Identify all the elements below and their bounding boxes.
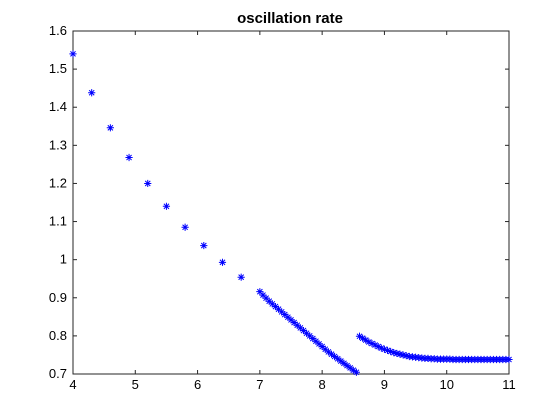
data-point — [374, 342, 382, 351]
data-point — [334, 355, 342, 363]
data-point — [306, 332, 314, 340]
y-tick-label: 0.9 — [49, 290, 67, 305]
axes — [72, 30, 510, 375]
y-tick-label: 1.3 — [49, 137, 67, 152]
data-point — [318, 342, 326, 351]
data-point — [359, 334, 367, 342]
data-point — [349, 366, 357, 374]
data-point — [144, 179, 152, 188]
data-point — [281, 310, 289, 319]
data-point — [396, 350, 404, 358]
data-point — [352, 368, 360, 376]
data-point — [399, 351, 407, 359]
data-point — [218, 258, 227, 266]
y-tick-label: 1 — [60, 252, 67, 267]
x-tick-label: 7 — [256, 377, 263, 392]
data-point — [181, 223, 189, 231]
data-point — [362, 336, 370, 344]
data-point — [309, 334, 317, 343]
data-point — [69, 50, 77, 58]
data-point — [265, 297, 273, 305]
y-tick-label: 0.8 — [49, 328, 67, 343]
data-point — [200, 241, 208, 250]
data-point — [402, 352, 410, 360]
data-point — [274, 305, 283, 313]
data-point — [287, 316, 295, 324]
y-tick-label: 1.2 — [49, 175, 67, 190]
x-tick-label: 10 — [439, 377, 453, 392]
data-point — [327, 350, 336, 358]
y-tick-label: 1.1 — [49, 214, 67, 229]
data-point — [337, 357, 345, 365]
data-point — [290, 318, 298, 327]
data-point — [387, 347, 395, 356]
data-point — [315, 340, 323, 348]
data-point — [256, 288, 264, 296]
data-point — [355, 332, 364, 340]
x-tick-label: 4 — [69, 377, 76, 392]
data-point — [343, 362, 351, 370]
data-point — [393, 349, 401, 358]
data-point — [302, 329, 311, 337]
data-point — [268, 300, 276, 308]
data-point — [262, 294, 270, 302]
data-point — [365, 338, 373, 346]
data-point — [162, 202, 171, 210]
x-tick-label: 6 — [194, 377, 201, 392]
y-tick-label: 1.6 — [49, 23, 67, 38]
data-point — [271, 302, 280, 311]
x-tick-label: 8 — [319, 377, 326, 392]
data-point — [380, 345, 389, 353]
y-tick-label: 0.7 — [49, 366, 67, 381]
data-point — [106, 124, 114, 132]
x-axis-ticks: 4 5 6 7 8 9 10 11 — [69, 31, 516, 392]
data-point — [296, 324, 304, 332]
data-point — [331, 352, 339, 361]
data-point — [293, 321, 301, 329]
data-point — [346, 364, 354, 372]
data-point — [368, 339, 376, 348]
data-point — [321, 345, 329, 353]
data-point — [312, 337, 320, 345]
data-point — [371, 341, 379, 349]
data-point — [237, 273, 245, 281]
y-tick-label: 1.5 — [49, 61, 67, 76]
y-axis-ticks: 0.7 0.8 0.9 1 1.1 1.2 1.3 1.4 1.5 1.6 — [49, 23, 509, 381]
data-point — [284, 313, 292, 321]
data-points — [69, 50, 513, 376]
data-point — [299, 326, 308, 335]
data-point — [377, 344, 385, 352]
data-point — [278, 308, 286, 316]
x-tick-label: 5 — [132, 377, 139, 392]
data-point — [340, 359, 348, 367]
chart-title: oscillation rate — [237, 10, 343, 27]
data-point — [259, 291, 267, 299]
data-point — [390, 349, 398, 357]
data-point — [88, 89, 96, 97]
data-point — [324, 348, 332, 356]
data-point — [125, 153, 133, 162]
y-tick-label: 1.4 — [49, 99, 67, 114]
plot-area-box — [72, 30, 510, 375]
x-tick-label: 11 — [502, 377, 516, 392]
data-point — [383, 346, 392, 354]
data-point — [505, 355, 513, 364]
x-tick-label: 9 — [381, 377, 388, 392]
